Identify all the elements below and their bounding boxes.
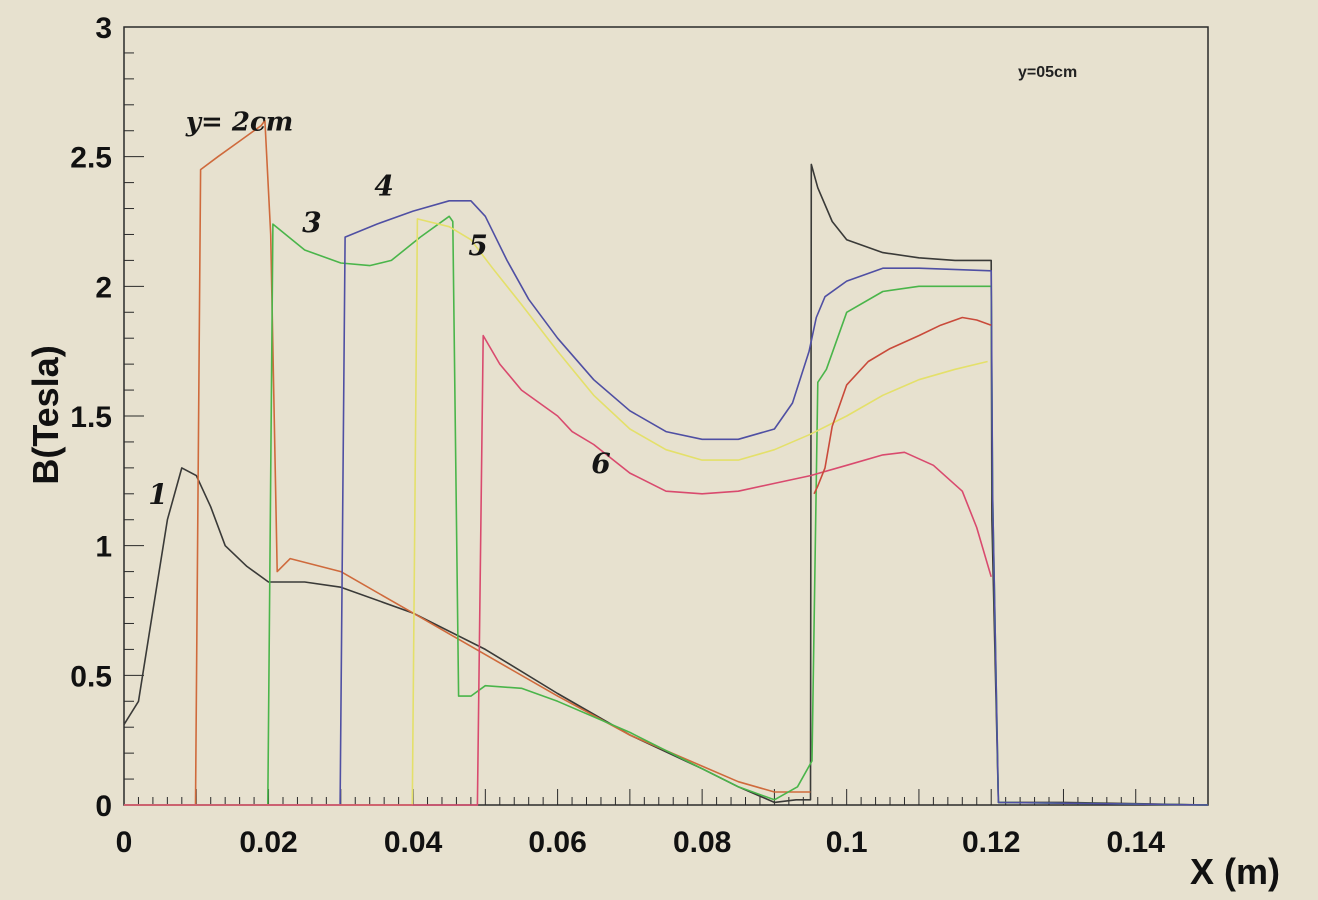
- y-tick-label: 1: [95, 531, 112, 564]
- annotation-label: 1: [148, 478, 167, 511]
- y-tick-label: 1.5: [70, 401, 112, 434]
- x-tick-label: 0.14: [1107, 826, 1166, 859]
- corner-label: y=05cm: [1018, 64, 1077, 81]
- handwritten-annotations: y= 2cm 3 4 5 6 1: [148, 108, 610, 511]
- axis-labels: 0 0.02 0.04 0.06 0.08 0.1 0.12 0.14 0 0.5 1 1.5 2 2.5…: [70, 12, 1165, 859]
- series-line-7: [813, 316, 992, 495]
- y-tick-label: 3: [95, 12, 112, 45]
- x-axis-title: X (m): [1190, 851, 1280, 892]
- x-tick-label: 0.02: [239, 826, 297, 859]
- y-tick-label: 2.5: [70, 142, 112, 175]
- series-line-1: [123, 163, 1209, 806]
- series-line-5: [124, 218, 988, 806]
- x-tick-label: 0.06: [528, 826, 586, 859]
- plot-frame: [123, 26, 1209, 806]
- series-line-6: [124, 334, 992, 806]
- annotation-label: 6: [591, 447, 610, 480]
- series-line-3: [124, 215, 1209, 806]
- y-axis-title: B(Tesla): [25, 345, 66, 484]
- axis-ticks: [123, 26, 1209, 806]
- x-tick-label: 0.1: [826, 826, 868, 859]
- annotation-label: y= 2cm: [185, 108, 293, 138]
- x-tick-label: 0.04: [384, 826, 443, 859]
- y-tick-label: 2: [95, 271, 112, 304]
- y-tick-label: 0.5: [70, 660, 112, 693]
- annotation-label: 5: [468, 229, 487, 262]
- x-tick-label: 0.12: [962, 826, 1020, 859]
- annotation-label: 4: [374, 170, 393, 203]
- series-line-4: [124, 200, 1209, 806]
- series-layer: [123, 119, 1209, 806]
- series-line-2: [124, 119, 811, 806]
- x-tick-label: 0: [116, 826, 133, 859]
- x-tick-label: 0.08: [673, 826, 731, 859]
- y-tick-label: 0: [95, 790, 112, 823]
- annotation-label: 3: [302, 206, 321, 239]
